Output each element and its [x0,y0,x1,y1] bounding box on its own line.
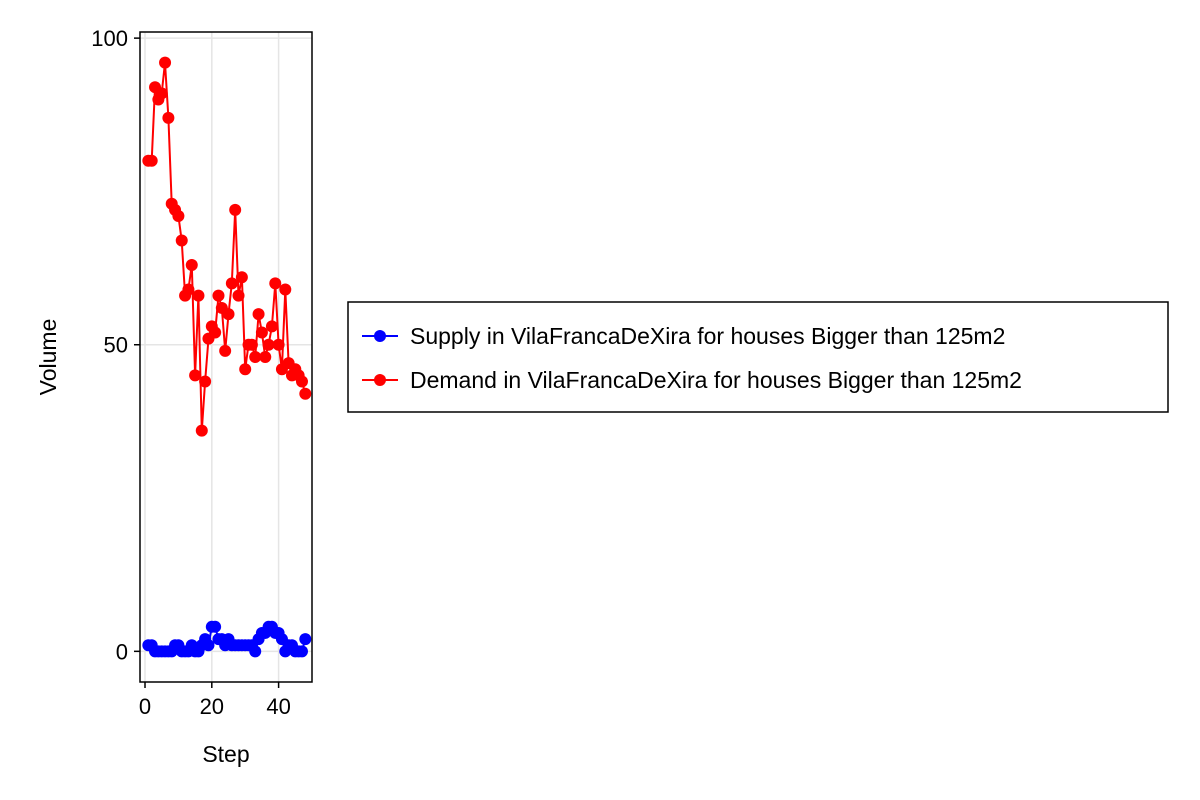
y-tick-label: 0 [116,639,128,664]
y-axis-label: Volume [35,319,61,396]
series-2 [142,56,312,437]
data-point [249,645,262,658]
y-tick-label: 50 [104,333,128,358]
data-point [255,326,268,339]
data-point [202,639,215,652]
data-point [272,338,285,351]
y-tick-label: 100 [91,26,128,51]
data-point [235,271,248,284]
data-point [222,308,235,321]
data-point [259,351,272,363]
data-point [209,620,222,633]
legend-item: Demand in VilaFrancaDeXira for houses Bi… [362,367,1022,393]
data-point [269,277,282,290]
data-point [262,338,275,351]
data-point [252,308,265,321]
data-point [182,283,195,296]
legend-marker [374,374,386,386]
legend-label: Demand in VilaFrancaDeXira for houses Bi… [410,367,1022,393]
data-point [159,56,172,69]
data-point [189,369,202,382]
data-point [162,111,175,124]
series-layer [142,56,312,658]
data-point [185,259,198,272]
legend-item: Supply in VilaFrancaDeXira for houses Bi… [362,323,1005,349]
data-point [172,209,185,222]
grid-lines [140,32,312,682]
data-point [219,344,232,357]
data-point [249,351,262,363]
axis-ticks: 0 20 40 0 50 100 [91,26,291,719]
x-tick-label: 40 [266,694,290,719]
data-point [209,326,222,339]
data-point [145,154,158,167]
data-point [295,645,308,658]
data-point [155,87,168,100]
data-point [212,289,225,302]
data-point [175,234,188,247]
data-point [229,203,242,216]
data-point [192,289,205,302]
legend-label: Supply in VilaFrancaDeXira for houses Bi… [410,323,1005,349]
data-point [245,338,258,351]
legend: Supply in VilaFrancaDeXira for houses Bi… [347,301,1169,413]
series-1 [142,620,312,658]
data-point [295,375,308,388]
x-tick-label: 0 [139,694,151,719]
data-point [225,277,238,290]
data-point [299,387,312,400]
data-point [195,424,208,437]
data-point [232,289,245,302]
x-axis-label: Step [202,741,249,767]
legend-marker [374,330,386,342]
x-tick-label: 20 [200,694,224,719]
data-point [239,363,252,376]
data-point [279,283,292,296]
plot-frame [139,31,313,683]
data-point [199,375,212,388]
data-point [265,320,278,333]
legend-box [347,301,1169,413]
data-point [299,633,312,646]
